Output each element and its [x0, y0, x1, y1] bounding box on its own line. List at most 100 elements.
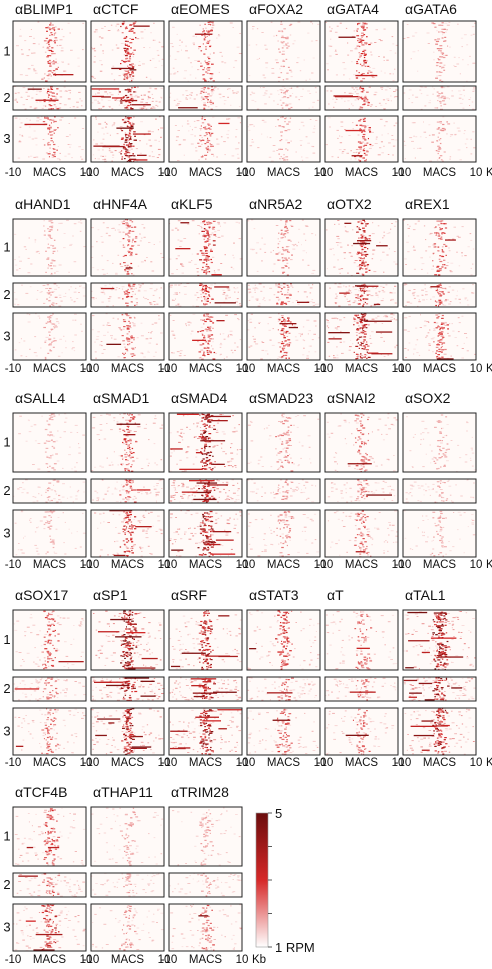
cluster-heatmap — [90, 872, 165, 898]
cluster-label: 3 — [3, 724, 10, 739]
cluster-heatmap — [246, 609, 321, 671]
cluster-heatmap — [402, 218, 477, 277]
x-tick-label: -10 — [239, 363, 256, 375]
x-unit-label: Kb — [486, 757, 492, 769]
antibody-title: αSP1 — [93, 587, 128, 603]
antibody-panel: αKLF5 -10 MACS 10 — [161, 196, 249, 375]
cluster-heatmap — [168, 312, 243, 361]
x-tick-label: MACS — [423, 167, 457, 179]
cluster-heatmap — [324, 20, 399, 83]
cluster-heatmap — [324, 218, 399, 277]
cluster-heatmap — [12, 509, 87, 558]
cluster-heatmap — [324, 412, 399, 473]
cluster-heatmap — [246, 218, 321, 277]
antibody-panel: αSOX17 -10 MACS 10 — [5, 587, 93, 769]
antibody-title: αEOMES — [171, 1, 230, 17]
antibody-title: αTHAP11 — [93, 784, 153, 800]
cluster-heatmap — [90, 478, 165, 504]
x-tick-label: -10 — [317, 363, 334, 375]
cluster-heatmap — [12, 903, 87, 952]
antibody-title: αKLF5 — [171, 196, 213, 212]
antibody-title: αSOX2 — [405, 390, 451, 406]
cluster-label: 3 — [3, 329, 10, 344]
x-tick-label: MACS — [33, 757, 67, 769]
antibody-title: αT — [327, 587, 344, 603]
x-tick-label: 10 — [80, 954, 93, 966]
antibody-title: αSALL4 — [15, 390, 65, 406]
x-tick-label: MACS — [345, 363, 379, 375]
x-tick-label: -10 — [317, 559, 334, 571]
x-tick-label: 10 — [158, 363, 171, 375]
x-tick-label: -10 — [5, 363, 22, 375]
cluster-heatmap — [90, 806, 165, 867]
x-tick-label: MACS — [345, 167, 379, 179]
cluster-heatmap — [168, 609, 243, 671]
antibody-title: αSMAD23 — [249, 390, 313, 406]
x-tick-label: MACS — [33, 167, 67, 179]
antibody-title: αGATA4 — [327, 1, 379, 17]
x-tick-label: -10 — [161, 167, 178, 179]
x-tick-label: MACS — [189, 757, 223, 769]
x-tick-label: -10 — [395, 757, 412, 769]
cluster-heatmap — [12, 707, 87, 756]
x-tick-label: -10 — [5, 167, 22, 179]
cluster-heatmap — [402, 478, 477, 504]
cluster-label: 2 — [3, 681, 10, 696]
x-tick-label: MACS — [189, 954, 223, 966]
cluster-label: 1 — [3, 829, 10, 844]
cluster-heatmap — [246, 115, 321, 163]
colorbar-min-label: 1 RPM — [275, 940, 315, 955]
antibody-panel: αHAND1 -10 MACS 10 — [5, 196, 93, 375]
cluster-heatmap — [12, 478, 87, 504]
cluster-heatmap — [324, 85, 399, 111]
x-tick-label: MACS — [423, 559, 457, 571]
antibody-panel: αNR5A2 -10 MACS 10 — [239, 196, 327, 375]
x-tick-label: MACS — [33, 559, 67, 571]
antibody-title: αHNF4A — [93, 196, 148, 212]
cluster-label: 1 — [3, 435, 10, 450]
cluster-heatmap — [90, 903, 165, 952]
antibody-title: αTAL1 — [405, 587, 446, 603]
x-tick-label: 10 — [236, 757, 249, 769]
cluster-heatmap — [168, 218, 243, 277]
colorbar-gradient — [255, 812, 269, 948]
cluster-heatmap — [324, 609, 399, 671]
cluster-heatmap — [402, 412, 477, 473]
antibody-title: αSMAD4 — [171, 390, 228, 406]
x-tick-label: 10 — [236, 363, 249, 375]
x-unit-label: Kb — [486, 559, 492, 571]
antibody-title: αOTX2 — [327, 196, 372, 212]
x-tick-label: 10 — [470, 559, 483, 571]
cluster-heatmap — [168, 412, 243, 473]
cluster-heatmap — [402, 509, 477, 558]
antibody-panel: αSRF -10 MACS 10 — [161, 587, 249, 769]
cluster-heatmap — [402, 115, 477, 163]
x-tick-label: -10 — [395, 167, 412, 179]
cluster-heatmap — [168, 509, 243, 558]
cluster-heatmap — [324, 509, 399, 558]
cluster-label: 2 — [3, 483, 10, 498]
x-tick-label: MACS — [267, 757, 301, 769]
x-tick-label: -10 — [5, 559, 22, 571]
cluster-heatmap — [12, 872, 87, 898]
x-tick-label: MACS — [189, 363, 223, 375]
cluster-heatmap — [402, 676, 477, 702]
cluster-heatmap — [246, 20, 321, 83]
cluster-label: 2 — [3, 90, 10, 105]
antibody-title: αSRF — [171, 587, 207, 603]
cluster-heatmap — [324, 478, 399, 504]
cluster-heatmap — [12, 609, 87, 671]
cluster-heatmap — [90, 412, 165, 473]
cluster-heatmap — [90, 609, 165, 671]
cluster-heatmap — [168, 115, 243, 163]
cluster-label: 1 — [3, 632, 10, 647]
x-tick-label: MACS — [111, 167, 145, 179]
cluster-heatmap — [246, 412, 321, 473]
x-tick-label: 10 — [80, 559, 93, 571]
x-tick-label: 10 — [236, 167, 249, 179]
cluster-label: 3 — [3, 920, 10, 935]
